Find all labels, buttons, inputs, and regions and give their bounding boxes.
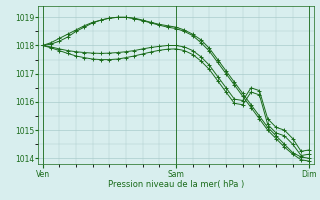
X-axis label: Pression niveau de la mer( hPa ): Pression niveau de la mer( hPa ) (108, 180, 244, 189)
